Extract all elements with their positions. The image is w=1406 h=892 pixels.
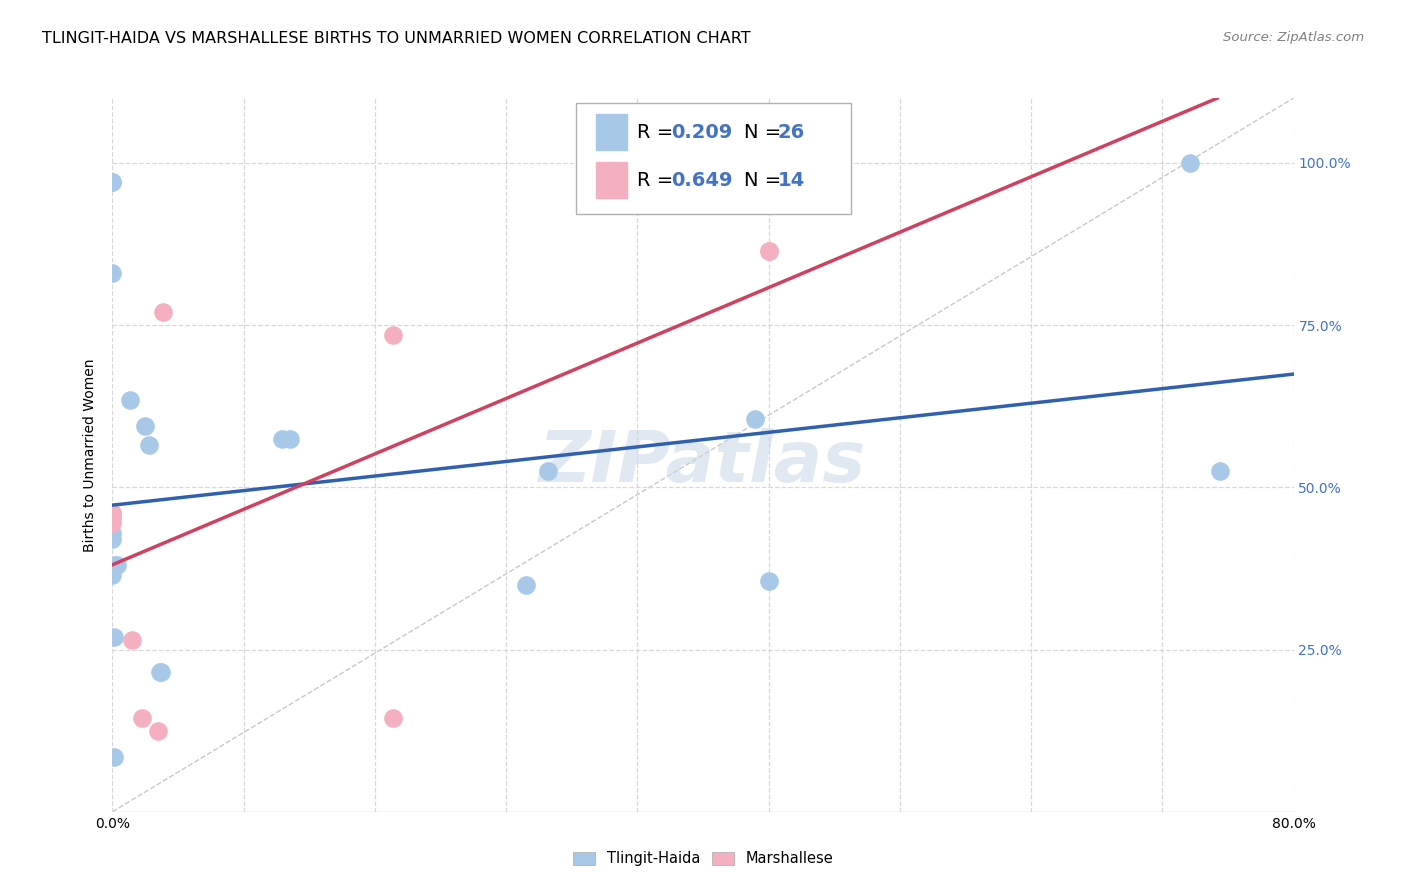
Point xyxy=(271,432,294,446)
Point xyxy=(278,432,301,446)
Text: N =: N = xyxy=(744,122,787,142)
Point xyxy=(104,558,127,573)
Point xyxy=(101,506,124,520)
Text: N =: N = xyxy=(744,170,787,190)
Point xyxy=(758,244,780,258)
Point xyxy=(1208,464,1232,478)
Point xyxy=(1178,156,1201,170)
Point xyxy=(758,244,780,258)
Point xyxy=(101,516,124,530)
Point xyxy=(101,568,124,582)
Point xyxy=(101,533,124,547)
Point xyxy=(537,464,560,478)
Point xyxy=(101,176,124,190)
Point xyxy=(101,509,124,524)
Point xyxy=(149,665,172,680)
Text: 26: 26 xyxy=(778,122,804,142)
Text: 0.209: 0.209 xyxy=(671,122,733,142)
Point xyxy=(101,561,124,575)
Point xyxy=(101,509,124,524)
Point xyxy=(120,392,142,407)
Point xyxy=(101,509,124,524)
Point xyxy=(515,577,537,591)
Point xyxy=(134,418,156,433)
Point xyxy=(121,632,143,647)
Point xyxy=(103,749,125,764)
Text: TLINGIT-HAIDA VS MARSHALLESE BIRTHS TO UNMARRIED WOMEN CORRELATION CHART: TLINGIT-HAIDA VS MARSHALLESE BIRTHS TO U… xyxy=(42,31,751,46)
Point xyxy=(131,711,153,725)
Text: R =: R = xyxy=(637,122,679,142)
Point xyxy=(150,665,173,680)
Text: 14: 14 xyxy=(778,170,804,190)
Point xyxy=(101,506,124,520)
Point xyxy=(382,327,405,342)
Point xyxy=(758,574,780,589)
Point xyxy=(101,509,124,524)
Point xyxy=(382,711,405,725)
Y-axis label: Births to Unmarried Women: Births to Unmarried Women xyxy=(83,359,97,551)
Point xyxy=(101,509,124,524)
Point xyxy=(148,723,170,738)
Text: Source: ZipAtlas.com: Source: ZipAtlas.com xyxy=(1223,31,1364,45)
Point xyxy=(103,630,125,644)
Point xyxy=(101,525,124,540)
Legend: Tlingit-Haida, Marshallese: Tlingit-Haida, Marshallese xyxy=(567,846,839,872)
Text: 0.649: 0.649 xyxy=(671,170,733,190)
Text: R =: R = xyxy=(637,170,679,190)
Point xyxy=(101,266,124,280)
Point xyxy=(152,305,174,319)
Text: ZIPatlas: ZIPatlas xyxy=(540,427,866,497)
Point xyxy=(101,176,124,190)
Point xyxy=(105,558,128,573)
Point xyxy=(744,412,766,426)
Point xyxy=(138,438,160,452)
